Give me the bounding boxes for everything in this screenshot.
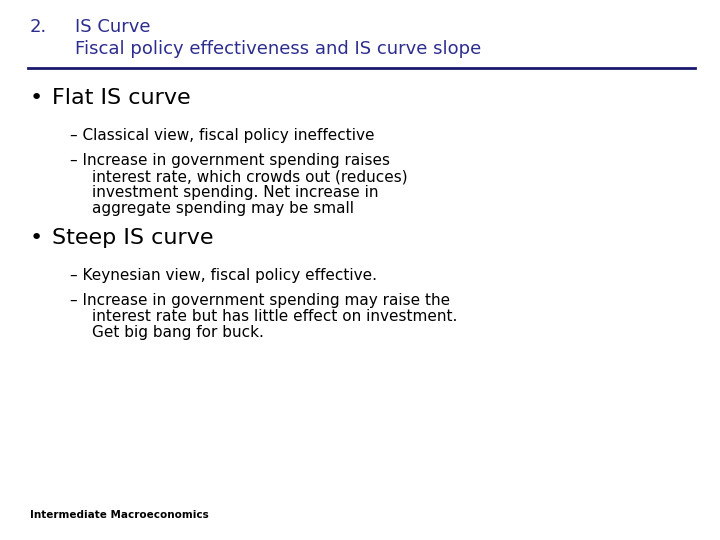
Text: Fiscal policy effectiveness and IS curve slope: Fiscal policy effectiveness and IS curve…: [75, 40, 481, 58]
Text: Intermediate Macroeconomics: Intermediate Macroeconomics: [30, 510, 209, 520]
Text: Steep IS curve: Steep IS curve: [52, 228, 214, 248]
Text: •: •: [30, 88, 43, 108]
Text: investment spending. Net increase in: investment spending. Net increase in: [92, 185, 379, 200]
Text: aggregate spending may be small: aggregate spending may be small: [92, 201, 354, 216]
Text: 2.: 2.: [30, 18, 48, 36]
Text: – Keynesian view, fiscal policy effective.: – Keynesian view, fiscal policy effectiv…: [70, 268, 377, 283]
Text: IS Curve: IS Curve: [75, 18, 150, 36]
Text: – Increase in government spending raises: – Increase in government spending raises: [70, 153, 390, 168]
Text: – Classical view, fiscal policy ineffective: – Classical view, fiscal policy ineffect…: [70, 128, 374, 143]
Text: •: •: [30, 228, 43, 248]
Text: – Increase in government spending may raise the: – Increase in government spending may ra…: [70, 293, 450, 308]
Text: interest rate, which crowds out (reduces): interest rate, which crowds out (reduces…: [92, 169, 408, 184]
Text: Flat IS curve: Flat IS curve: [52, 88, 191, 108]
Text: interest rate but has little effect on investment.: interest rate but has little effect on i…: [92, 309, 457, 324]
Text: Get big bang for buck.: Get big bang for buck.: [92, 325, 264, 340]
